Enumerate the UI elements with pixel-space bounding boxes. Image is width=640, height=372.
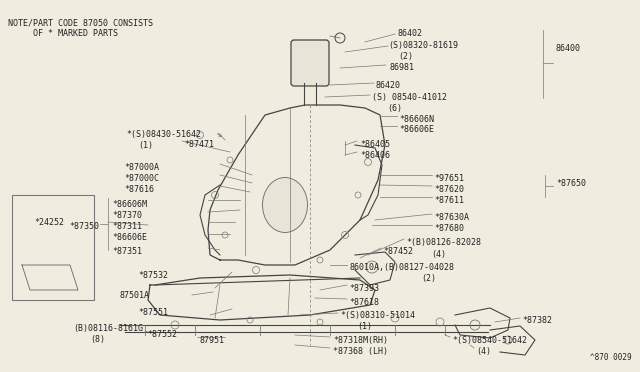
Text: *87650: *87650 <box>556 179 586 188</box>
Text: *87618: *87618 <box>349 298 379 307</box>
FancyBboxPatch shape <box>291 40 329 86</box>
Text: (2): (2) <box>398 52 413 61</box>
Text: *(S)08430-51642: *(S)08430-51642 <box>126 130 201 139</box>
Text: *24252: *24252 <box>34 218 64 227</box>
Text: *87000A: *87000A <box>124 163 159 172</box>
Text: *(S)08540-51642: *(S)08540-51642 <box>452 336 527 345</box>
Text: *86606E: *86606E <box>112 233 147 242</box>
Text: *87680: *87680 <box>434 224 464 233</box>
Text: *87368 (LH): *87368 (LH) <box>333 347 388 356</box>
Text: *86606M: *86606M <box>112 200 147 209</box>
Text: 86010A,(B)08127-04028: 86010A,(B)08127-04028 <box>349 263 454 272</box>
Text: 86420: 86420 <box>376 81 401 90</box>
Text: *86405: *86405 <box>360 140 390 149</box>
Text: *87351: *87351 <box>112 247 142 256</box>
Text: *86406: *86406 <box>360 151 390 160</box>
Text: *87532: *87532 <box>138 271 168 280</box>
Text: (4): (4) <box>431 250 446 259</box>
Text: *87551: *87551 <box>138 308 168 317</box>
Text: *87630A: *87630A <box>434 213 469 222</box>
Text: (B)08116-8161G: (B)08116-8161G <box>73 324 143 333</box>
Text: *86606E: *86606E <box>399 125 434 134</box>
Text: *87370: *87370 <box>112 211 142 220</box>
Text: *87552: *87552 <box>147 330 177 339</box>
Text: *87611: *87611 <box>434 196 464 205</box>
Ellipse shape <box>262 177 307 232</box>
Text: (6): (6) <box>387 104 402 113</box>
Text: 86400: 86400 <box>556 44 581 53</box>
Text: (S)08320-81619: (S)08320-81619 <box>388 41 458 50</box>
Text: *87620: *87620 <box>434 185 464 194</box>
Text: *86606N: *86606N <box>399 115 434 124</box>
Text: *87382: *87382 <box>522 316 552 325</box>
Bar <box>12 195 94 300</box>
Text: *87452: *87452 <box>383 247 413 256</box>
Text: *97651: *97651 <box>434 174 464 183</box>
Text: *87471: *87471 <box>184 140 214 149</box>
Text: 87951: 87951 <box>199 336 224 345</box>
Text: ^870 0029: ^870 0029 <box>590 353 632 362</box>
Text: (S) 08540-41012: (S) 08540-41012 <box>372 93 447 102</box>
Text: (8): (8) <box>90 335 105 344</box>
Text: (1): (1) <box>357 322 372 331</box>
Text: NOTE/PART CODE 87050 CONSISTS: NOTE/PART CODE 87050 CONSISTS <box>8 18 153 27</box>
Text: (4): (4) <box>476 347 491 356</box>
Text: *87311: *87311 <box>112 222 142 231</box>
Text: 86981: 86981 <box>389 63 414 72</box>
Text: *87000C: *87000C <box>124 174 159 183</box>
Text: OF * MARKED PARTS: OF * MARKED PARTS <box>8 29 118 38</box>
Text: (2): (2) <box>421 274 436 283</box>
Text: *87393: *87393 <box>349 284 379 293</box>
Text: (1): (1) <box>138 141 153 150</box>
Text: 87501A: 87501A <box>119 291 149 300</box>
Text: *(S)08310-51014: *(S)08310-51014 <box>340 311 415 320</box>
Text: *87350: *87350 <box>69 222 99 231</box>
Text: 86402: 86402 <box>397 29 422 38</box>
Text: *87318M(RH): *87318M(RH) <box>333 336 388 345</box>
Text: *(B)08126-82028: *(B)08126-82028 <box>406 238 481 247</box>
Text: *87616: *87616 <box>124 185 154 194</box>
